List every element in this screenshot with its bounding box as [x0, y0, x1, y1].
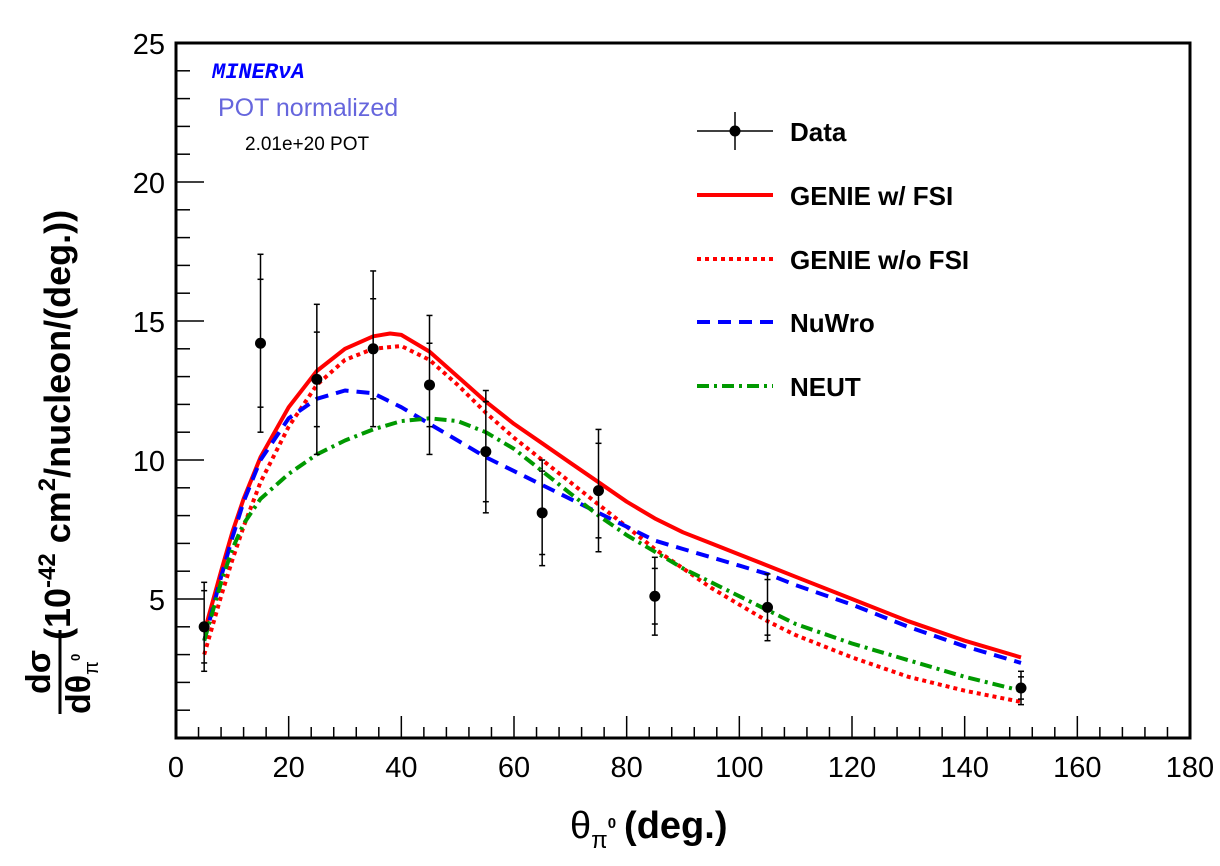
- data-point-10: [1015, 670, 1027, 706]
- y-unit-exp1: -42: [34, 553, 61, 588]
- x-axis-title: θπ0 (deg.): [570, 805, 727, 854]
- data-point-8: [649, 556, 661, 636]
- x-tick-label: 0: [168, 752, 184, 784]
- y-tick-label: 20: [133, 168, 165, 200]
- y-axis-fraction: dσ dθπ0: [20, 630, 103, 714]
- y-unit-mid: cm: [37, 491, 78, 553]
- legend-item-data: Data: [697, 112, 847, 150]
- x-tick-label: 60: [498, 752, 530, 784]
- data-point-2: [311, 303, 323, 456]
- x-tick-label: 180: [1166, 752, 1214, 784]
- data-marker: [255, 337, 266, 349]
- x-tick-label: 120: [828, 752, 876, 784]
- x-axis-text: (deg.): [624, 805, 727, 847]
- data-marker: [762, 601, 773, 613]
- x-axis-sub: π: [591, 827, 608, 854]
- legend: Data GENIE w/ FSI GENIE w/o FSI NuWro NE…: [697, 112, 969, 402]
- data-marker: [649, 590, 661, 602]
- normalization-label: POT normalized: [218, 94, 398, 122]
- y-axis-unit: (10-42 cm2/nucleon/(deg.)): [34, 210, 78, 640]
- experiment-label: MINERνA: [211, 60, 304, 85]
- data-marker: [311, 373, 323, 385]
- x-tick-label: 160: [1053, 752, 1101, 784]
- legend-label-nuwro: NuWro: [790, 308, 875, 338]
- x-tick-label: 140: [940, 752, 988, 784]
- y-frac-denominator: dθπ0: [60, 654, 103, 714]
- y-frac-numerator: dσ: [20, 650, 58, 694]
- legend-item-neut: NEUT: [697, 372, 861, 402]
- data-marker: [536, 507, 548, 519]
- y-tick-label: 25: [133, 29, 165, 61]
- x-tick-label: 80: [611, 752, 643, 784]
- data-point-0: [198, 581, 210, 673]
- data-point-6: [536, 459, 548, 567]
- y-unit-suffix: /nucleon/(deg.)): [37, 210, 78, 478]
- legend-label-neut: NEUT: [790, 372, 861, 402]
- legend-label-genie-nofsi: GENIE w/o FSI: [790, 245, 969, 275]
- y-unit-prefix: (10: [37, 588, 78, 640]
- y-tick-label: 5: [149, 585, 165, 617]
- series-line-1: [202, 344, 1022, 704]
- data-point-4: [424, 314, 435, 456]
- series-line-2: [202, 388, 1022, 665]
- data-marker: [198, 621, 210, 633]
- series-line-3: [202, 416, 1022, 693]
- y-tick-label: 10: [133, 446, 165, 478]
- x-axis-symbol: θ: [570, 805, 591, 847]
- plot-frame: [174, 41, 1192, 740]
- x-tick-label: 40: [385, 752, 417, 784]
- data-marker: [424, 379, 435, 391]
- data-point-1: [255, 253, 266, 433]
- legend-item-genie-nofsi: GENIE w/o FSI: [697, 245, 969, 275]
- data-marker: [367, 343, 379, 355]
- data-point-5: [480, 389, 492, 514]
- x-axis-sup: 0: [608, 815, 616, 832]
- y-unit-exp2: 2: [34, 478, 61, 491]
- x-tick-label: 20: [273, 752, 305, 784]
- pot-label: 2.01e+20 POT: [245, 134, 370, 155]
- data-marker: [1015, 682, 1027, 694]
- legend-item-nuwro: NuWro: [697, 308, 875, 338]
- legend-item-genie-fsi: GENIE w/ FSI: [697, 181, 953, 211]
- y-frac-den-sup: 0: [68, 654, 83, 661]
- y-frac-den-sub: π: [81, 661, 103, 675]
- y-tick-label: 15: [133, 307, 165, 339]
- y-axis-unit-text: (10-42 cm2/nucleon/(deg.)): [34, 210, 78, 640]
- data-point-3: [367, 270, 379, 428]
- legend-label-genie-fsi: GENIE w/ FSI: [790, 181, 953, 211]
- data-point-7: [593, 428, 604, 553]
- legend-label-data: Data: [790, 117, 847, 147]
- data-marker: [593, 485, 604, 497]
- y-frac-den-symbol: dθ: [60, 675, 98, 714]
- data-point-9: [762, 573, 773, 642]
- x-tick-label: 100: [715, 752, 763, 784]
- series-line-0: [202, 331, 1022, 660]
- data-marker: [480, 446, 492, 458]
